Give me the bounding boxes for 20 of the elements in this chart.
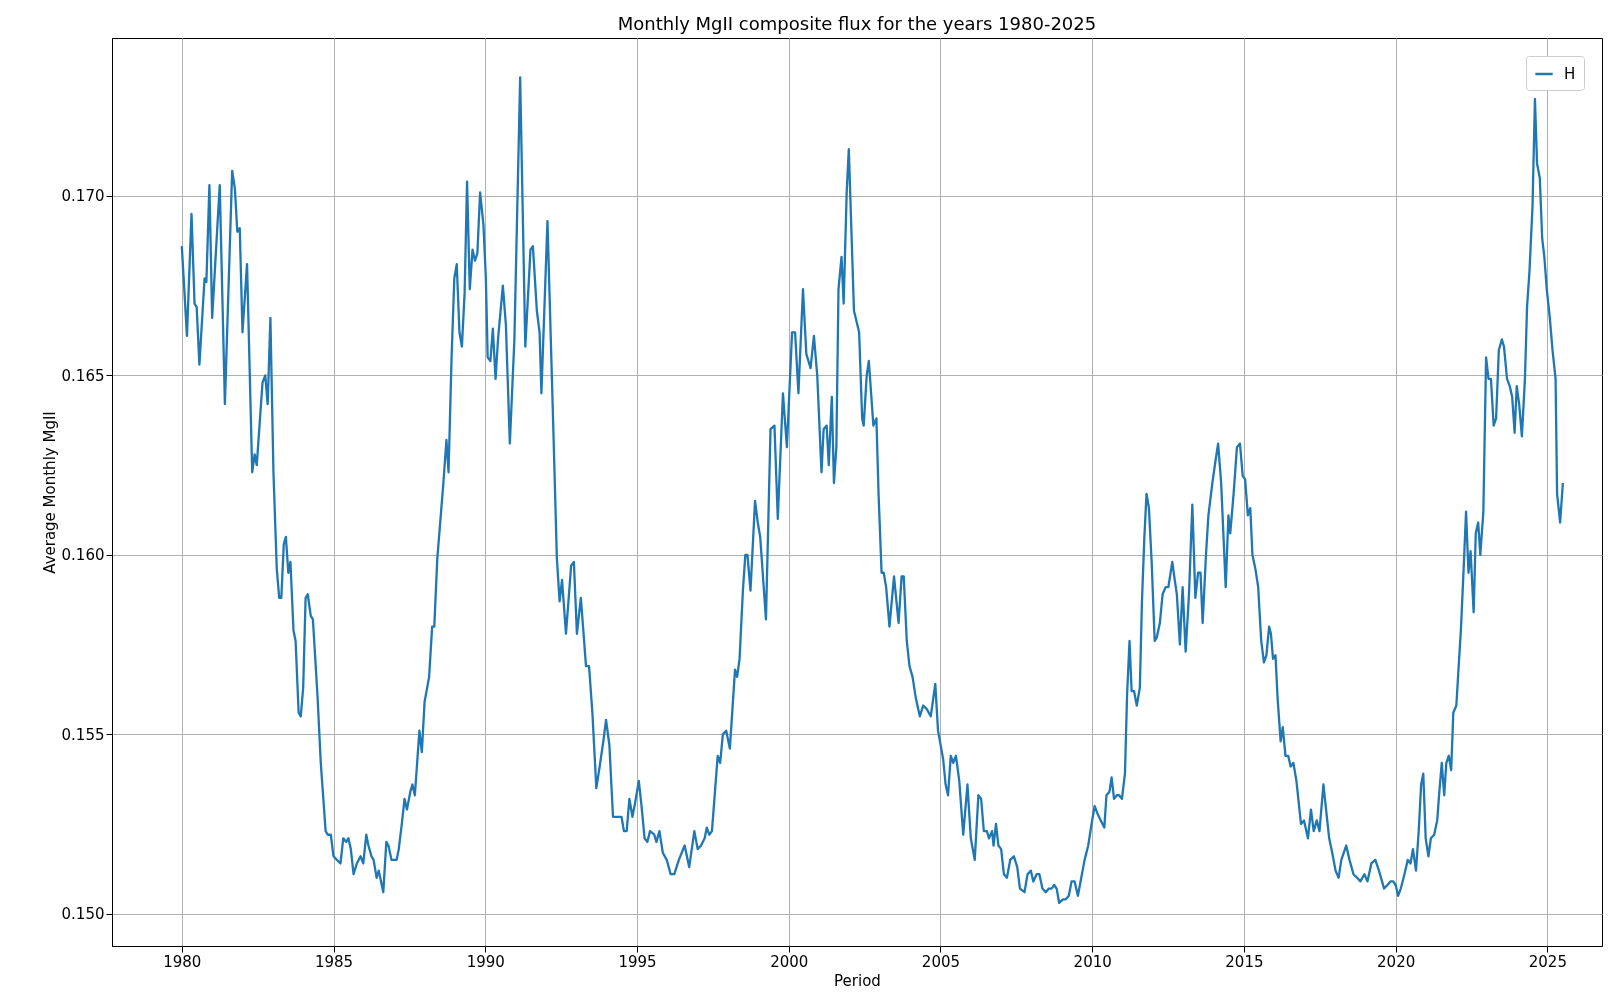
x-tick-label: 1985 [314, 952, 354, 971]
x-tick-label: 1990 [466, 952, 505, 971]
y-tick-label: 0.155 [61, 725, 105, 744]
y-tick-label: 0.150 [61, 905, 105, 924]
x-tick-label: 1980 [163, 952, 202, 971]
x-tick-label: 1995 [618, 952, 657, 971]
x-tick-label: 2025 [1528, 952, 1567, 971]
x-tick-label: 2015 [1225, 952, 1264, 971]
x-tick-label: 2005 [921, 952, 961, 971]
x-tick-label: 2020 [1377, 952, 1416, 971]
y-tick-label: 0.165 [61, 366, 105, 385]
chart-title: Monthly MgII composite flux for the years 1980-2025 [617, 13, 1097, 34]
x-tick-label: 2000 [770, 952, 809, 971]
legend-label: H [1564, 65, 1576, 83]
y-axis-title: Average Monthly MgII [40, 411, 59, 574]
line-series [180, 76, 1564, 905]
y-tick-label: 0.160 [61, 546, 105, 565]
y-tick-label: 0.170 [61, 187, 105, 206]
x-tick-label: 2010 [1073, 952, 1112, 971]
x-axis-title: Period [834, 971, 881, 990]
